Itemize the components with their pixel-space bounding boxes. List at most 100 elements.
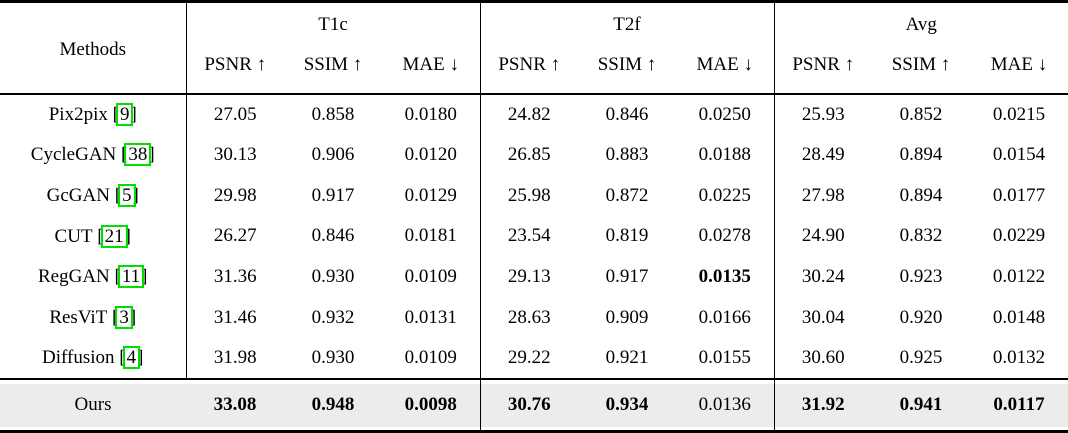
metric-value: 0.0278 — [698, 225, 751, 247]
metric-value: 28.63 — [479, 297, 578, 338]
table-row: ResViT [3] 31.46 0.932 0.0131 28.63 0.909 0.01… — [0, 297, 1068, 338]
metric-header-mae: MAE ↓ — [990, 53, 1048, 75]
methods-column-header: Methods — [59, 39, 127, 60]
metric-value: 0.0229 — [992, 225, 1046, 247]
citation-link[interactable]: [9] — [112, 103, 137, 127]
metric-value: 33.08 — [186, 378, 284, 432]
citation-link[interactable]: [4] — [119, 346, 144, 370]
metric-value: 29.22 — [479, 337, 578, 379]
metric-value: 0.948 — [284, 378, 382, 432]
citation-link[interactable]: [11] — [114, 265, 148, 289]
method-name-cell: CUT [21] — [54, 224, 131, 248]
group-header-avg: Avg — [773, 1, 1068, 42]
metric-value: 0.894 — [899, 184, 943, 206]
metric-value: 0.917 — [605, 265, 649, 287]
method-name-cell: CycleGAN [38] — [30, 143, 155, 167]
metric-value: 30.04 — [773, 297, 872, 338]
metric-value: 0.0225 — [698, 184, 751, 206]
metric-value: 0.923 — [899, 265, 943, 287]
metric-value: 0.0166 — [698, 306, 751, 328]
method-name-cell: ResViT [3] — [49, 306, 137, 330]
metric-value: 0.0132 — [992, 346, 1046, 368]
metric-value: 0.0109 — [404, 346, 457, 368]
metric-value: 0.930 — [311, 346, 355, 368]
metric-value: 23.54 — [479, 215, 578, 257]
metric-header-mae: MAE ↓ — [696, 53, 753, 75]
metric-header-psnr: PSNR ↑ — [185, 42, 284, 94]
metric-value: 0.846 — [605, 103, 649, 125]
metric-value: 0.872 — [605, 184, 649, 206]
metric-header-psnr: PSNR ↑ — [773, 42, 872, 94]
citation-number: 11 — [117, 265, 145, 289]
citation-number: 9 — [115, 103, 134, 127]
group-header-row: Methods T1c T2f Avg — [0, 1, 1068, 60]
metric-value: 31.46 — [185, 297, 284, 338]
metric-value: 30.24 — [773, 256, 872, 298]
metric-value: 0.0122 — [992, 265, 1046, 287]
table-header: Methods T1c T2f Avg PSNR ↑ SSIM ↑ MAE ↓ … — [0, 1, 1068, 94]
citation-link[interactable]: [3] — [112, 306, 137, 330]
method-name-cell: Pix2pix [9] — [48, 103, 137, 127]
metric-header-mae: MAE ↓ — [402, 53, 459, 75]
citation-link[interactable]: [5] — [114, 184, 139, 208]
metric-value: 0.0177 — [992, 184, 1046, 206]
metric-value: 0.932 — [311, 306, 355, 328]
table-row: RegGAN [11] 31.36 0.930 0.0109 29.13 0.917 0.0… — [0, 256, 1068, 298]
metric-value: 0.0098 — [382, 378, 480, 432]
table-body: Pix2pix [9] 27.05 0.858 0.0180 24.82 0.846 0.0… — [0, 94, 1068, 379]
metric-value: 0.917 — [311, 184, 355, 206]
metric-header-ssim: SSIM ↑ — [303, 53, 363, 75]
metric-value: 0.925 — [899, 346, 943, 368]
metric-value: 0.894 — [899, 143, 943, 165]
metric-value: 29.13 — [479, 256, 578, 298]
group-header-t1c: T1c — [185, 1, 480, 42]
citation-link[interactable]: [21] — [97, 224, 131, 248]
citation-number: 38 — [124, 143, 152, 167]
metric-value: 0.0148 — [992, 306, 1046, 328]
metric-value: 0.819 — [605, 225, 649, 247]
metric-value: 0.0109 — [404, 265, 457, 287]
metric-value: 0.920 — [899, 306, 943, 328]
citation-link[interactable]: [38] — [121, 143, 155, 167]
metric-value: 31.92 — [773, 378, 872, 432]
group-header-t2f: T2f — [479, 1, 774, 42]
metric-value: 30.13 — [185, 134, 284, 176]
metric-header-psnr: PSNR ↑ — [479, 42, 578, 94]
table-row: CUT [21] 26.27 0.846 0.0181 23.54 0.819 0.0278… — [0, 215, 1068, 257]
metric-header-ssim: SSIM ↑ — [891, 53, 951, 75]
metric-value: 0.921 — [605, 346, 649, 368]
metric-value: 0.0117 — [970, 378, 1068, 432]
metric-value: 26.85 — [479, 134, 578, 176]
metric-value: 0.0188 — [698, 143, 751, 165]
metric-value: 0.858 — [311, 103, 355, 125]
metric-header-row: PSNR ↑ SSIM ↑ MAE ↓ PSNR ↑ SSIM ↑ MAE ↓ … — [0, 42, 1068, 94]
metric-value: 31.98 — [185, 337, 284, 379]
metric-value: 0.0129 — [404, 184, 457, 206]
metric-value: 0.0120 — [404, 143, 457, 165]
metric-value: 29.98 — [185, 175, 284, 216]
metric-value: 0.832 — [899, 225, 943, 247]
metric-value: 0.852 — [899, 103, 943, 125]
metric-value: 0.0136 — [676, 378, 774, 432]
metric-value: 0.883 — [605, 143, 649, 165]
metric-value: 27.98 — [773, 175, 872, 216]
table-row: GcGAN [5] 29.98 0.917 0.0129 25.98 0.872 0.022… — [0, 175, 1068, 216]
metric-value: 27.05 — [185, 94, 284, 135]
metric-value: 0.909 — [605, 306, 649, 328]
metric-value: 26.27 — [185, 215, 284, 257]
table-row-ours: Ours 33.08 0.948 0.0098 30.76 0.934 0.0136 31.9… — [0, 378, 1068, 432]
metric-value: 0.0131 — [404, 306, 457, 328]
metric-value: 0.0155 — [698, 346, 751, 368]
table-row: Pix2pix [9] 27.05 0.858 0.0180 24.82 0.846 0.0… — [0, 94, 1068, 135]
metric-value: 0.0180 — [404, 103, 457, 125]
table-row: Diffusion [4] 31.98 0.930 0.0109 29.22 0.921 0… — [0, 337, 1068, 379]
metric-value: 30.60 — [773, 337, 872, 379]
metric-value: 0.934 — [578, 378, 676, 432]
metric-value: 0.0135 — [698, 265, 751, 287]
citation-number: 4 — [122, 346, 141, 370]
method-name-cell: GcGAN [5] — [46, 184, 139, 208]
metric-value: 25.93 — [773, 94, 872, 135]
metric-value: 0.0181 — [404, 225, 457, 247]
